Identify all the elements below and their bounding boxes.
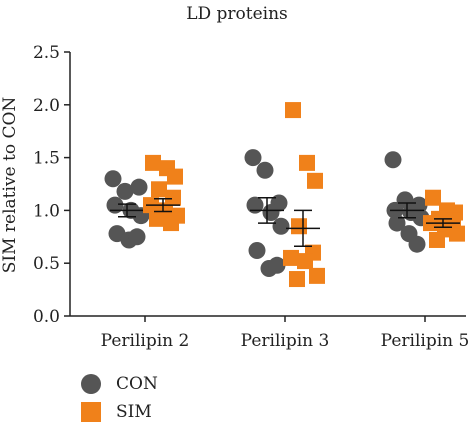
- data-point-sim: [299, 154, 315, 171]
- legend-label-sim: SIM: [116, 402, 152, 422]
- data-point-sim: [291, 218, 307, 235]
- data-point-sim: [145, 154, 161, 171]
- data-point-con: [116, 182, 134, 200]
- y-tick-label: 0.0: [33, 307, 60, 327]
- data-point-sim: [167, 168, 183, 185]
- y-tick-label: 2.0: [33, 96, 60, 116]
- data-point-con: [244, 149, 262, 167]
- data-point-sim: [425, 189, 441, 206]
- data-point-con: [130, 178, 148, 196]
- x-tick-label: Perilipin 5: [381, 331, 470, 351]
- data-point-sim: [429, 231, 445, 248]
- data-point-con: [408, 235, 426, 253]
- data-point-con: [262, 204, 280, 222]
- data-point-con: [246, 196, 264, 214]
- data-point-sim: [165, 189, 181, 206]
- data-point-con: [396, 191, 414, 209]
- data-point-sim: [297, 253, 313, 270]
- data-point-sim: [283, 249, 299, 266]
- data-point-con: [106, 196, 124, 214]
- data-point-sim: [289, 271, 305, 288]
- data-point-con: [268, 256, 286, 274]
- legend-item-sim: SIM: [80, 398, 158, 426]
- data-point-sim: [163, 215, 179, 232]
- legend-marker-sim: [81, 402, 101, 422]
- data-point-con: [272, 217, 290, 235]
- chart-title: LD proteins: [186, 4, 288, 24]
- data-point-sim: [307, 172, 323, 189]
- data-point-con: [248, 242, 266, 260]
- y-tick-label: 1.5: [33, 149, 60, 169]
- data-point-sim: [149, 210, 165, 227]
- y-tick-label: 0.5: [33, 254, 60, 274]
- x-tick-label: Perilipin 3: [241, 331, 330, 351]
- data-point-con: [256, 161, 274, 179]
- data-point-sim: [151, 181, 167, 198]
- legend-item-con: CON: [80, 370, 158, 398]
- data-point-con: [384, 151, 402, 169]
- data-point-con: [128, 228, 146, 246]
- data-point-con: [104, 170, 122, 188]
- data-point-sim: [309, 267, 325, 284]
- legend-label-con: CON: [116, 374, 158, 394]
- y-tick-label: 2.5: [33, 43, 60, 63]
- data-point-sim: [285, 102, 301, 119]
- y-tick-label: 1.0: [33, 201, 60, 221]
- legend-marker-con: [81, 374, 101, 394]
- x-tick-label: Perilipin 2: [101, 331, 190, 351]
- legend: CON SIM: [80, 370, 158, 426]
- data-point-con: [388, 214, 406, 232]
- data-point-sim: [449, 225, 465, 242]
